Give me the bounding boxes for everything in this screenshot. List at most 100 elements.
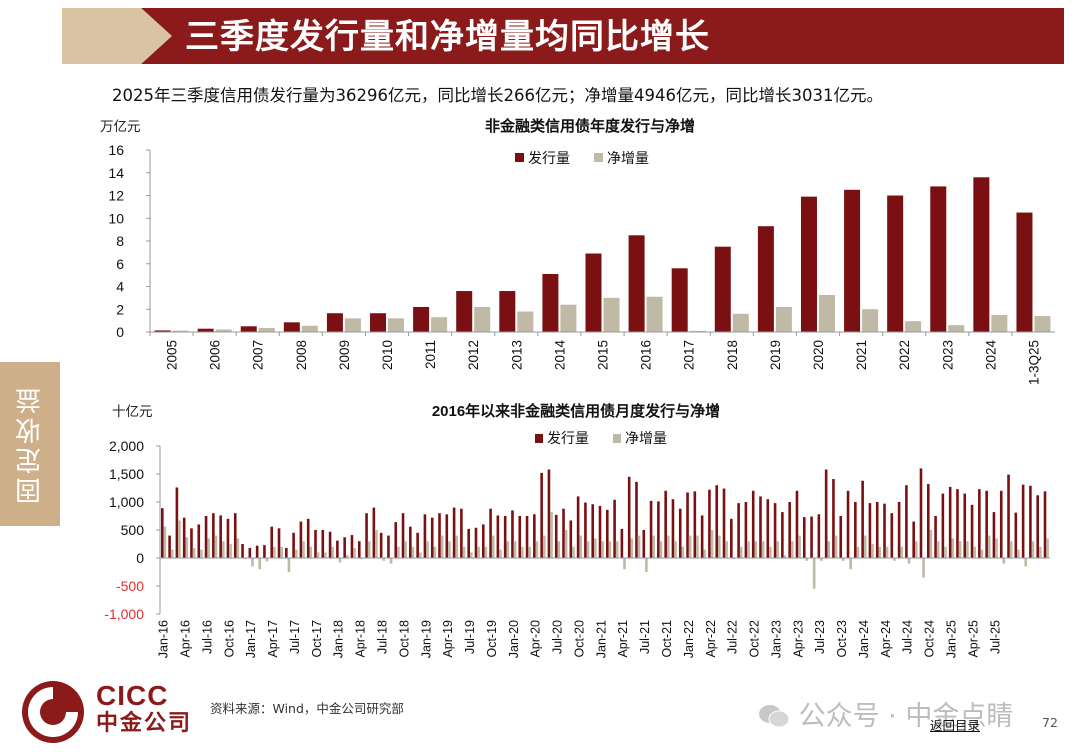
annual-y-tick-label: 10 [108,210,124,226]
monthly-bar-net [805,558,809,561]
monthly-x-tick-label: Jan-21 [594,620,608,658]
monthly-bar-issuance [759,496,762,558]
monthly-bar-net [936,541,940,558]
monthly-bar-net [302,541,305,558]
monthly-bar-issuance [233,513,237,558]
monthly-bar-issuance [766,499,770,558]
monthly-y-tick-label: 2,000 [109,438,144,454]
monthly-bar-issuance [686,492,689,558]
annual-unit-label: 万亿元 [100,119,141,134]
monthly-bar-issuance [598,505,602,558]
monthly-bar-net [1024,558,1028,567]
monthly-bar-issuance [715,485,719,558]
annual-bar-issuance [973,177,990,332]
monthly-bar-net [316,552,320,558]
monthly-bar-issuance [883,503,886,558]
annual-bar-issuance [1016,212,1033,332]
annual-x-tick-label: 2005 [165,340,180,370]
monthly-x-tick-label: Jan-19 [419,620,433,658]
annual-bar-issuance [456,291,473,332]
monthly-x-tick-label: Oct-23 [835,620,849,658]
monthly-bar-issuance [875,502,879,558]
monthly-bar-issuance [226,518,230,558]
monthly-bar-net [550,512,553,558]
annual-y-axis: 0 2 4 6 8 10 12 14 16 [108,142,151,340]
monthly-x-tick-label: Apr-21 [616,620,630,658]
monthly-bar-issuance [985,490,988,558]
monthly-x-tick-label: Jul-18 [376,620,390,654]
monthly-bar-net [484,546,488,558]
monthly-bar-net [987,535,991,558]
monthly-bar-issuance [1014,512,1018,558]
monthly-bar-net [469,552,473,558]
annual-x-tick-label: 2008 [294,340,309,370]
monthly-bar-issuance [781,512,784,558]
monthly-bar-issuance [635,481,638,558]
monthly-bar-net [382,558,386,561]
annual-chart: 万亿元 非金融类信用债年度发行与净增 发行量 净增量 0246810121416 … [100,117,1055,385]
monthly-x-tick-label: Jul-21 [638,620,652,654]
monthly-legend-label-issuance: 发行量 [547,430,589,446]
monthly-y-tick-label: 0 [136,550,144,566]
annual-bar-net [215,329,232,332]
monthly-x-tick-label: Jan-22 [682,620,696,658]
annual-x-tick-label: 2016 [639,340,654,370]
annual-bar-net [862,309,879,332]
monthly-x-tick-label: Jul-19 [463,620,477,654]
monthly-x-tick-label: Apr-18 [354,620,368,658]
monthly-bar-net [995,538,998,558]
monthly-bar-issuance [751,490,755,558]
side-tab [0,362,60,526]
monthly-bar-net [754,541,758,558]
annual-bar-issuance [240,326,257,332]
monthly-bar-issuance [591,504,595,558]
monthly-bar-issuance [868,503,872,558]
monthly-bar-issuance [934,516,937,558]
monthly-x-tick-label: Jan-16 [157,620,171,658]
back-to-contents-link[interactable]: 返回目录 [930,718,981,733]
page-number: 72 [1042,715,1058,730]
annual-x-tick-label: 2012 [466,340,481,370]
monthly-bar-issuance [314,530,317,558]
monthly-bar-issuance [190,528,193,558]
monthly-bar-issuance [905,485,908,558]
monthly-bar-issuance [489,508,492,558]
monthly-bar-issuance [832,479,835,558]
monthly-bar-net [710,530,714,558]
monthly-bar-net [521,546,524,558]
monthly-bar-net [411,546,415,558]
monthly-bar-net [513,541,517,558]
monthly-bar-net [827,541,831,558]
monthly-bar-issuance [1007,474,1010,558]
annual-x-tick-label: 2009 [337,340,352,370]
annual-bar-net [301,325,318,332]
annual-x-tick-label: 2023 [940,340,955,370]
monthly-bar-issuance [606,509,609,558]
monthly-bar-issuance [657,501,660,558]
annual-bar-net [689,330,706,332]
monthly-bar-net [499,549,502,558]
monthly-bar-net [594,538,597,558]
monthly-bar-net [944,546,947,558]
monthly-x-tick-label: Apr-24 [879,620,893,658]
monthly-y-tick-label: -1,000 [104,606,144,622]
monthly-bar-net [783,555,787,558]
monthly-bar-issuance [372,507,376,558]
monthly-bar-net [615,541,619,558]
monthly-bar-issuance [854,502,857,558]
side-tab-label: 固定收益 [15,384,46,504]
monthly-bar-net [353,547,356,558]
monthly-bar-issuance [503,516,507,558]
monthly-x-tick-label: Oct-16 [222,620,236,658]
monthly-bar-issuance [693,491,697,558]
monthly-x-tick-label: Jan-25 [945,620,959,658]
wechat-icon [759,705,790,728]
monthly-bar-net [637,535,641,558]
monthly-bar-net [601,541,604,558]
monthly-bar-issuance [678,508,682,558]
monthly-bar-issuance [810,516,813,558]
annual-bar-net [948,325,965,332]
monthly-bar-net [367,541,371,558]
monthly-plot-area [161,468,1049,589]
monthly-bar-net [448,541,451,558]
